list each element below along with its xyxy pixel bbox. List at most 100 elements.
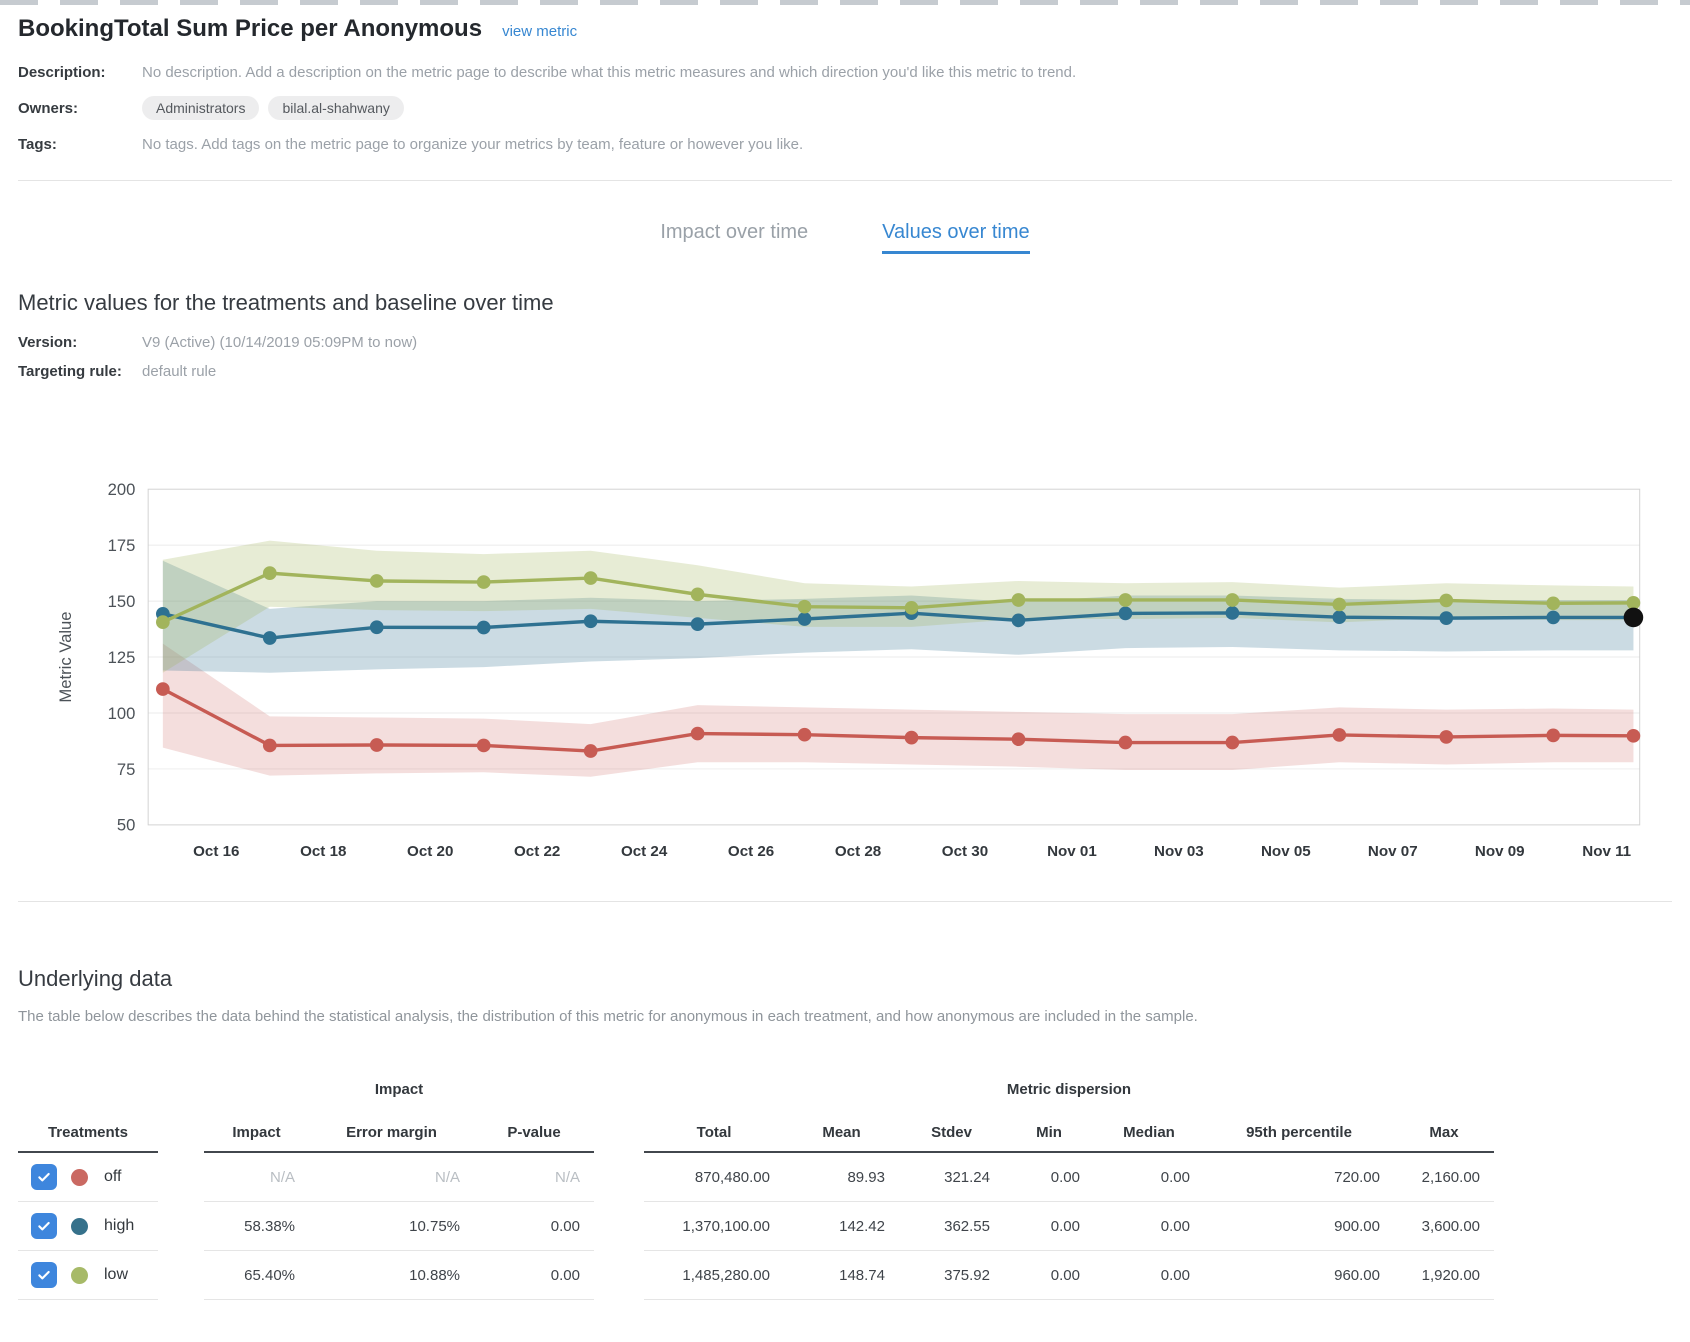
p95-value: 960.00 xyxy=(1334,1266,1380,1284)
mean-column-header: Mean xyxy=(822,1123,861,1141)
impact-value: 58.38% xyxy=(244,1217,295,1235)
impact-value: 65.40% xyxy=(244,1266,295,1284)
svg-text:50: 50 xyxy=(117,816,136,835)
treatment-high-label: high xyxy=(104,1217,135,1234)
svg-text:Nov 05: Nov 05 xyxy=(1261,843,1311,860)
underlying-data-heading: Underlying data xyxy=(18,966,173,991)
dispersion-row-low: 1,485,280.00 148.74 375.92 0.00 0.00 960… xyxy=(644,1251,1494,1300)
dispersion-header-row: Total Mean Stdev Min Median 95th percent… xyxy=(644,1113,1494,1153)
svg-text:Oct 28: Oct 28 xyxy=(835,843,881,860)
treatment-off-checkbox[interactable] xyxy=(31,1164,57,1190)
svg-text:Oct 22: Oct 22 xyxy=(514,843,560,860)
svg-text:Oct 20: Oct 20 xyxy=(407,843,453,860)
underlying-data-description: The table below describes the data behin… xyxy=(18,1008,1198,1025)
tab-values-over-time[interactable]: Values over time xyxy=(882,221,1030,254)
check-icon xyxy=(38,1221,50,1231)
targeting-rule-value: default rule xyxy=(142,363,217,380)
metric-dispersion-group: Metric dispersion Total Mean Stdev Min M… xyxy=(644,1075,1494,1300)
dispersion-row-off: 870,480.00 89.93 321.24 0.00 0.00 720.00… xyxy=(644,1153,1494,1202)
max-value: 3,600.00 xyxy=(1421,1217,1480,1235)
treatment-high-checkbox[interactable] xyxy=(31,1213,57,1239)
targeting-rule-label: Targeting rule: xyxy=(18,363,122,380)
mean-value: 148.74 xyxy=(839,1266,885,1284)
svg-text:150: 150 xyxy=(108,592,136,611)
svg-text:Nov 03: Nov 03 xyxy=(1154,843,1204,860)
treatment-row-high: high xyxy=(18,1202,158,1251)
tags-row: Tags: No tags. Add tags on the metric pa… xyxy=(18,132,1672,156)
total-value: 1,485,280.00 xyxy=(682,1266,770,1284)
svg-text:125: 125 xyxy=(108,648,136,667)
version-label: Version: xyxy=(18,334,78,351)
dispersion-group-header: Metric dispersion xyxy=(1006,1081,1132,1098)
svg-text:Oct 26: Oct 26 xyxy=(728,843,774,860)
treatment-off-dot xyxy=(71,1168,88,1186)
stdev-value: 362.55 xyxy=(944,1217,990,1235)
tags-text: No tags. Add tags on the metric page to … xyxy=(142,135,804,153)
page-title: BookingTotal Sum Price per Anonymous xyxy=(18,15,483,42)
p-value-value: 0.00 xyxy=(550,1266,580,1284)
error-margin-value: 10.88% xyxy=(409,1266,460,1284)
view-metric-link[interactable]: view metric xyxy=(502,23,578,40)
total-column-header: Total xyxy=(696,1123,732,1141)
tab-impact-over-time[interactable]: Impact over time xyxy=(660,221,809,243)
svg-text:Oct 16: Oct 16 xyxy=(193,843,239,860)
stdev-value: 321.24 xyxy=(944,1168,990,1186)
stdev-value: 375.92 xyxy=(944,1266,990,1284)
max-column-header: Max xyxy=(1429,1123,1459,1141)
svg-text:100: 100 xyxy=(108,704,136,723)
check-icon xyxy=(38,1270,50,1280)
treatment-high-dot xyxy=(71,1217,88,1235)
stdev-column-header: Stdev xyxy=(931,1123,972,1141)
svg-text:Oct 24: Oct 24 xyxy=(621,843,668,860)
description-row: Description: No description. Add a descr… xyxy=(18,60,1672,84)
top-dashed-border xyxy=(0,0,1690,5)
p95-column-header: 95th percentile xyxy=(1246,1123,1352,1141)
svg-text:Nov 01: Nov 01 xyxy=(1047,843,1097,860)
treatment-low-checkbox[interactable] xyxy=(31,1262,57,1288)
p95-value: 900.00 xyxy=(1334,1217,1380,1235)
metric-details-page: BookingTotal Sum Price per Anonymous vie… xyxy=(0,15,1690,1300)
error-margin-column-header: Error margin xyxy=(346,1123,437,1141)
svg-text:175: 175 xyxy=(108,536,136,555)
owners-row: Owners: Administrators bilal.al-shahwany xyxy=(18,96,1672,120)
header-divider xyxy=(18,180,1672,181)
total-value: 870,480.00 xyxy=(694,1168,770,1186)
min-value: 0.00 xyxy=(1050,1168,1080,1186)
treatments-group-header-spacer xyxy=(18,1075,158,1113)
version-info: Version: V9 (Active) (10/14/2019 05:09PM… xyxy=(18,334,1672,380)
mean-value: 142.42 xyxy=(839,1217,885,1235)
median-value: 0.00 xyxy=(1160,1217,1190,1235)
treatment-low-label: low xyxy=(104,1266,129,1283)
mean-value: 89.93 xyxy=(847,1168,885,1186)
median-value: 0.00 xyxy=(1160,1168,1190,1186)
svg-text:75: 75 xyxy=(117,760,136,779)
impact-row-off: N/A N/A N/A xyxy=(204,1153,594,1202)
p-value-value: N/A xyxy=(554,1168,580,1186)
max-value: 2,160.00 xyxy=(1421,1168,1480,1186)
impact-header-row: Impact Error margin P-value xyxy=(204,1113,594,1153)
svg-text:Nov 09: Nov 09 xyxy=(1475,843,1525,860)
error-margin-value: 10.75% xyxy=(409,1217,460,1235)
impact-column-header: Impact xyxy=(232,1123,281,1141)
median-value: 0.00 xyxy=(1160,1266,1190,1284)
treatment-off-label: off xyxy=(104,1168,122,1185)
p95-value: 720.00 xyxy=(1334,1168,1380,1186)
treatments-header: Treatments xyxy=(47,1123,129,1141)
treatment-row-low: low xyxy=(18,1251,158,1300)
svg-text:200: 200 xyxy=(108,480,136,499)
error-margin-value: N/A xyxy=(434,1168,460,1186)
owner-pill: bilal.al-shahwany xyxy=(268,96,404,120)
svg-text:Nov 07: Nov 07 xyxy=(1368,843,1418,860)
median-column-header: Median xyxy=(1123,1123,1175,1141)
max-value: 1,920.00 xyxy=(1421,1266,1480,1284)
metric-meta: Description: No description. Add a descr… xyxy=(18,60,1672,156)
header: BookingTotal Sum Price per Anonymous vie… xyxy=(18,15,1672,43)
chart-container: 50 75 100 125 150 175 200 Oct 16 Oct 18 Oct 20 Oct… xyxy=(18,400,1672,877)
svg-text:Oct 30: Oct 30 xyxy=(942,843,988,860)
impact-row-high: 58.38% 10.75% 0.00 xyxy=(204,1202,594,1251)
check-icon xyxy=(38,1172,50,1182)
version-row: Version: V9 (Active) (10/14/2019 05:09PM… xyxy=(18,334,1672,351)
impact-value: N/A xyxy=(269,1168,295,1186)
svg-text:Metric Value: Metric Value xyxy=(56,611,75,702)
tags-label: Tags: xyxy=(18,135,57,153)
